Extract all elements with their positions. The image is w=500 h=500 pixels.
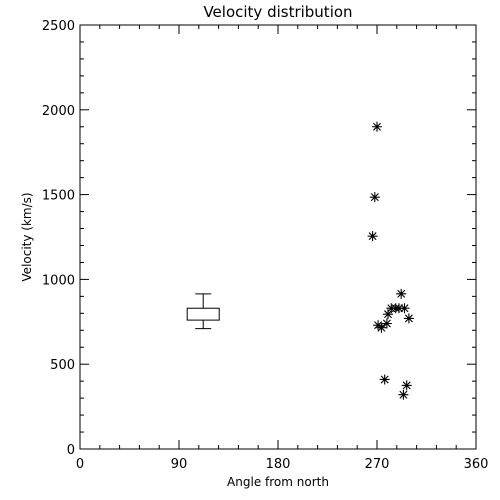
data-point — [401, 380, 412, 391]
x-tick-label: 180 — [266, 457, 291, 472]
y-tick-label: 0 — [67, 443, 75, 458]
marks-layer — [186, 121, 414, 400]
data-point — [394, 303, 404, 314]
data-point — [398, 389, 409, 400]
x-axis-title: Angle from north — [227, 475, 329, 489]
data-point — [379, 374, 390, 385]
x-tick-label: 0 — [76, 457, 84, 472]
ticks-layer: 0 90 180 270 360 0 500 1000 1500 2000 2500 — [42, 19, 489, 472]
data-point — [403, 313, 414, 324]
data-point — [383, 309, 393, 320]
data-point — [372, 121, 382, 132]
y-tick-label: 500 — [50, 358, 75, 373]
y-tick-label: 1000 — [42, 273, 75, 288]
y-tick-label: 2000 — [42, 104, 75, 119]
y-tick-label: 1500 — [42, 189, 75, 204]
x-tick-label: 90 — [171, 457, 188, 472]
data-point — [381, 318, 392, 329]
data-point — [399, 303, 410, 314]
box-body — [186, 307, 220, 321]
x-tick-label: 270 — [365, 457, 390, 472]
data-point — [376, 322, 387, 333]
data-point — [369, 192, 380, 203]
y-axis-title: Velocity (km/s) — [20, 192, 34, 281]
box-plot — [186, 293, 220, 330]
data-point — [367, 231, 378, 242]
chart-title: Velocity distribution — [203, 3, 352, 21]
data-point — [396, 288, 407, 299]
plot-frame — [79, 24, 477, 450]
x-tick-label: 360 — [464, 457, 489, 472]
y-tick-label: 2500 — [42, 19, 75, 34]
